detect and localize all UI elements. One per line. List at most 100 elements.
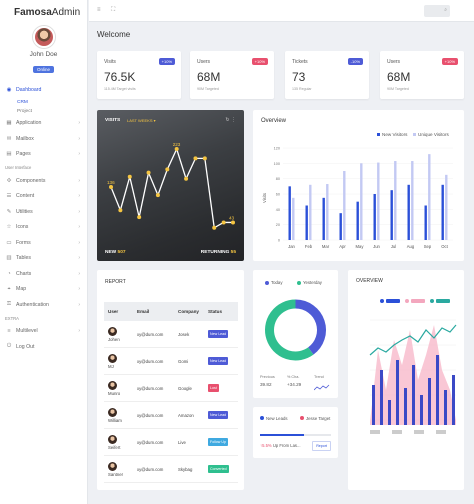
bar-new-visitors	[390, 190, 393, 240]
row-user: Johen	[108, 337, 120, 342]
chevron-right-icon: ›	[78, 255, 80, 262]
legend-today: Today	[265, 280, 282, 285]
donut-slice-yesterday	[265, 299, 314, 361]
row-company: Google	[178, 386, 192, 391]
legend-target: Jesse Target	[300, 416, 330, 422]
x-tick-label: May	[356, 244, 365, 249]
avatar	[108, 354, 117, 363]
visits-returning: RETURNING 55	[201, 250, 236, 255]
profile: John Doe Online	[0, 24, 87, 76]
sidebar-item-icons[interactable]: ☆ Icons ›	[0, 220, 87, 236]
more-icon[interactable]: ⋮	[231, 117, 236, 123]
fullscreen-icon[interactable]: ⛶	[111, 7, 116, 13]
y-tick-label: 0	[278, 239, 280, 243]
donut-stat-trend: Trend	[313, 375, 330, 397]
visits-point	[212, 225, 217, 230]
row-status-badge[interactable]: New Lead	[208, 411, 229, 419]
sidebar-item-components[interactable]: ✣ Components ›	[0, 173, 87, 189]
x-tick-label: Jul	[391, 244, 396, 249]
sidebar-item-multilevel[interactable]: ≡ Multilevel ›	[0, 324, 87, 340]
table-row[interactable]: Munro xy@dum.com Google Lost	[104, 376, 238, 402]
bar-new-visitors	[441, 184, 444, 240]
table-row[interactable]: Seifert xy@dum.com Live Follow Up	[104, 430, 238, 456]
sidebar-sub-project[interactable]: Project	[17, 108, 32, 114]
row-status-badge[interactable]: New Lead	[208, 330, 229, 338]
stat-sub: 115.4M Target visits	[104, 87, 136, 91]
range-dropdown[interactable]: LAST WEEKS ▾	[127, 118, 156, 123]
sidebar-item-dashboard[interactable]: ◉ Dashboard	[0, 82, 87, 98]
table-row[interactable]: MJ xy@dum.com Gomi New Lead	[104, 349, 238, 375]
row-status-badge[interactable]: New Lead	[208, 357, 229, 365]
x-tick-label: Sep	[424, 244, 432, 249]
sidebar-item-mailbox[interactable]: ✉ Mailbox ›	[0, 131, 87, 147]
stat-sub: 90M Targeted	[387, 87, 409, 91]
sidebar-item-pages[interactable]: ▤ Pages ›	[0, 147, 87, 163]
card-title: Overview	[261, 118, 287, 124]
bar-new-visitors	[339, 213, 342, 240]
bar-unique-visitors	[411, 161, 414, 240]
legend-new-leads: New Leads	[260, 416, 288, 422]
legend-swatch	[413, 133, 416, 136]
visits-data-label: 43	[229, 215, 235, 220]
table-row[interactable]: Santner xy@dum.com Skybag Converted	[104, 457, 238, 483]
layers-icon: ≡	[7, 328, 11, 335]
bar-new-visitors	[288, 186, 291, 240]
legend-dot	[260, 416, 264, 420]
stat-value: 68M	[197, 70, 221, 84]
sidebar-item-application[interactable]: ▦ Application ›	[0, 116, 87, 132]
form-icon: ▭	[6, 239, 12, 246]
status-badge: Online	[32, 66, 54, 73]
overview2-card: OVERVIEW	[348, 270, 464, 490]
stat-label: Users	[387, 59, 401, 65]
card-title: VISITS	[105, 118, 121, 123]
leads-growth: ↑5.5% Up From Las...	[260, 443, 301, 448]
sidebar-item-map[interactable]: ⌖ Map ›	[0, 282, 87, 298]
sidebar-item-forms[interactable]: ▭ Forms ›	[0, 235, 87, 251]
sidebar-item-label: Icons	[16, 224, 29, 231]
sidebar-item-logout[interactable]: ⏻ Log Out	[0, 339, 87, 355]
visits-point	[184, 176, 189, 181]
column-header: Email	[137, 309, 150, 314]
bar-new-visitors	[322, 197, 325, 240]
stat-value: +34.29	[287, 382, 302, 387]
table-row[interactable]: Johen xy@dum.com Josek New Lead	[104, 322, 238, 348]
visits-data-label: 223	[173, 142, 181, 147]
sidebar-item-utilities[interactable]: ✎ Utilities ›	[0, 204, 87, 220]
card-title: REPORT	[105, 279, 126, 285]
bar-unique-visitors	[428, 154, 431, 240]
column-header: User	[108, 309, 119, 314]
bar-unique-visitors	[394, 161, 397, 240]
x-tick-label: Oct	[441, 244, 448, 249]
map-icon: ⌖	[7, 285, 11, 292]
sidebar-item-authentication[interactable]: ⚿ Authentication ›	[0, 297, 87, 313]
search-icon[interactable]: ⌕	[444, 7, 447, 13]
avatar[interactable]	[32, 26, 55, 48]
x-tick-label: Jan	[288, 244, 295, 249]
bar-new-visitors	[356, 201, 359, 240]
sidebar-item-label: Application	[16, 120, 42, 127]
row-status-badge[interactable]: Converted	[208, 465, 229, 473]
y-tick-label: 80	[276, 177, 280, 181]
refresh-icon[interactable]: ↻	[225, 117, 230, 123]
menu-toggle-icon[interactable]: ≡	[97, 7, 101, 13]
row-status-badge[interactable]: Follow Up	[208, 438, 228, 446]
avatar	[108, 462, 117, 471]
sidebar-item-content[interactable]: ☰ Content ›	[0, 189, 87, 205]
sidebar-item-charts[interactable]: ◔ Charts ›	[0, 266, 87, 282]
lock-icon: ⚿	[6, 301, 12, 308]
brand-light: Admin	[51, 6, 81, 18]
row-status-badge[interactable]: Lost	[208, 384, 219, 392]
stat-label: Users	[197, 59, 211, 65]
brand-logo[interactable]: Famosa Admin	[0, 0, 87, 24]
sidebar-sub-crm[interactable]: CRM	[17, 99, 28, 105]
table-row[interactable]: William xy@dum.com Amazon New Lead	[104, 403, 238, 429]
search-input[interactable]	[424, 5, 450, 17]
sidebar-item-tables[interactable]: ▥ Tables ›	[0, 251, 87, 267]
row-company: Amazon	[178, 413, 194, 418]
sidebar-section-ui: User Interface	[5, 165, 32, 170]
sidebar-item-label: Mailbox	[16, 135, 34, 142]
sidebar-section-extra: EXTRA	[5, 315, 19, 321]
report-button[interactable]: Report	[312, 441, 331, 451]
mail-icon: ✉	[6, 135, 12, 142]
legend-swatch	[436, 299, 450, 303]
